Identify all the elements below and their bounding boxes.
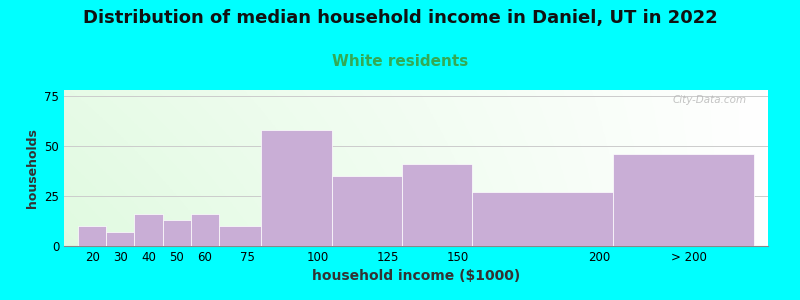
Bar xyxy=(472,192,613,246)
Y-axis label: households: households xyxy=(26,128,38,208)
Bar xyxy=(134,214,162,246)
Bar xyxy=(162,220,190,246)
Bar xyxy=(219,226,261,246)
Bar xyxy=(106,232,134,246)
Bar xyxy=(78,226,106,246)
Bar xyxy=(331,176,402,246)
Bar xyxy=(190,214,219,246)
Bar xyxy=(402,164,472,246)
Bar xyxy=(261,130,331,246)
Text: City-Data.com: City-Data.com xyxy=(673,95,747,105)
Text: White residents: White residents xyxy=(332,54,468,69)
X-axis label: household income ($1000): household income ($1000) xyxy=(312,269,520,284)
Bar xyxy=(613,154,754,246)
Text: Distribution of median household income in Daniel, UT in 2022: Distribution of median household income … xyxy=(82,9,718,27)
